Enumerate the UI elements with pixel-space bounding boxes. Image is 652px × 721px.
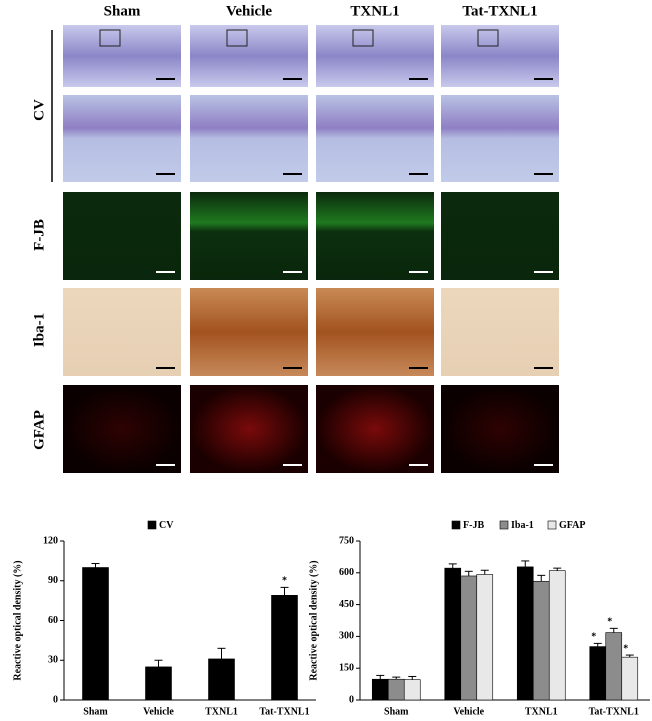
y-tick-label: 0 <box>53 694 58 705</box>
micrograph <box>63 288 181 376</box>
bar <box>444 567 462 701</box>
significance-marker: * <box>607 617 612 628</box>
micrograph <box>190 288 308 376</box>
y-tick-label: 60 <box>48 615 58 626</box>
micrograph <box>316 288 434 376</box>
micrograph <box>441 25 559 87</box>
x-tick-label: TXNL1 <box>525 706 558 717</box>
row-label: Iba-1 <box>31 313 47 347</box>
significance-marker: * <box>591 632 596 643</box>
x-tick-label: Sham <box>83 706 108 717</box>
bar <box>605 632 623 701</box>
row-label: GFAP <box>31 410 47 450</box>
micrograph <box>441 192 559 280</box>
micrograph <box>63 385 181 473</box>
bar <box>589 646 607 701</box>
significance-marker: * <box>282 576 287 587</box>
y-tick-label: 0 <box>349 694 354 705</box>
bar <box>271 595 298 701</box>
bar <box>476 574 494 701</box>
y-tick-label: 750 <box>339 535 354 546</box>
legend-swatch <box>147 520 157 530</box>
column-header: Vehicle <box>226 3 272 19</box>
bar <box>145 666 172 701</box>
bar <box>82 567 109 701</box>
column-header: Tat-TXNL1 <box>462 3 537 19</box>
inset-box <box>477 29 499 47</box>
bar <box>460 575 478 701</box>
legend-swatch <box>451 520 461 530</box>
x-tick-label: Tat-TXNL1 <box>259 706 309 717</box>
y-axis-label: Reactive optical density (%) <box>308 560 319 680</box>
legend-label: CV <box>159 520 174 531</box>
legend-label: F-JB <box>463 520 484 531</box>
y-tick-label: 30 <box>48 655 58 666</box>
column-header: TXNL1 <box>350 3 399 19</box>
micrograph <box>190 25 308 87</box>
legend-label: Iba-1 <box>511 520 534 531</box>
y-tick-label: 300 <box>339 631 354 642</box>
micrograph <box>63 25 181 87</box>
column-header: Sham <box>104 3 141 19</box>
bar <box>548 570 566 701</box>
bar <box>371 678 389 701</box>
micrograph <box>190 95 308 182</box>
legend-swatch <box>499 520 509 530</box>
x-tick-label: Vehicle <box>143 706 174 717</box>
micrograph <box>441 95 559 182</box>
legend-label: GFAP <box>559 520 585 531</box>
significance-marker: * <box>623 643 628 654</box>
bar <box>532 580 550 701</box>
x-tick-label: TXNL1 <box>205 706 238 717</box>
y-tick-label: 120 <box>43 535 58 546</box>
x-tick-label: Sham <box>384 706 409 717</box>
micrograph <box>63 192 181 280</box>
y-tick-label: 600 <box>339 567 354 578</box>
y-tick-label: 90 <box>48 575 58 586</box>
bar <box>403 679 421 701</box>
micrograph <box>316 192 434 280</box>
bar <box>208 658 235 701</box>
inset-box <box>352 29 374 47</box>
micrograph <box>316 95 434 182</box>
micrograph <box>190 385 308 473</box>
y-tick-label: 450 <box>339 599 354 610</box>
bar <box>516 566 534 701</box>
x-tick-label: Vehicle <box>453 706 484 717</box>
inset-box <box>99 29 121 47</box>
micrograph <box>190 192 308 280</box>
micrograph <box>316 25 434 87</box>
bar <box>621 656 639 701</box>
micrograph <box>63 95 181 182</box>
y-tick-label: 150 <box>339 662 354 673</box>
legend-swatch <box>547 520 557 530</box>
micrograph <box>441 385 559 473</box>
row-label: F-JB <box>31 219 47 251</box>
y-axis-label: Reactive optical density (%) <box>12 560 23 680</box>
micrograph <box>316 385 434 473</box>
inset-box <box>226 29 248 47</box>
row-label: CV <box>31 99 47 121</box>
micrograph <box>441 288 559 376</box>
bar <box>387 678 405 701</box>
x-tick-label: Tat-TXNL1 <box>589 706 639 717</box>
